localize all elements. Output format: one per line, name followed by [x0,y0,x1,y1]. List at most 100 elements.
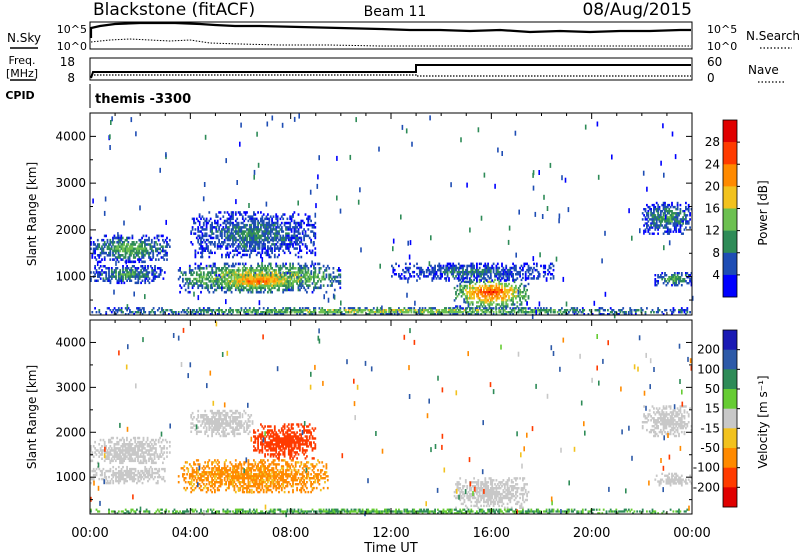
power-echo-cell [130,271,133,274]
power-echo-cell [272,215,275,218]
power-echo-cell [300,264,303,268]
power-echo-cell [153,241,156,244]
power-echo-cell [477,286,480,290]
power-echo-cell [421,270,424,274]
power-echo-cell [148,251,150,255]
power-echo-cell [254,245,257,248]
power-echo-cell [489,309,492,312]
power-echo-cell [190,311,193,314]
power-echo-cell [95,279,98,282]
power-echo-cell [156,254,159,257]
power-echo-cell [128,245,131,248]
power-speckle [355,117,357,123]
power-echo-cell [273,307,276,310]
power-echo-cell [254,236,257,240]
power-echo-cell [640,311,643,314]
power-echo-cell [519,266,521,270]
power-echo-cell [658,216,661,219]
power-echo-cell [513,280,516,284]
power-echo-cell [261,230,264,233]
power-echo-cell [244,253,247,257]
velocity-echo-cell [141,451,143,454]
power-echo-cell [257,211,259,214]
power-echo-cell [149,311,152,314]
power-echo-cell [529,266,531,270]
power-echo-cell [293,309,296,312]
power-echo-cell [304,232,307,235]
power-echo-cell [283,251,286,255]
power-echo-cell [132,247,135,251]
power-echo-cell [279,234,282,238]
power-echo-cell [287,228,290,231]
power-echo-cell [495,270,498,274]
power-echo-cell [659,218,662,221]
power-echo-cell [444,307,446,310]
power-echo-cell [665,205,668,209]
power-echo-cell [191,228,194,231]
power-echo-cell [293,280,296,283]
power-echo-cell [276,219,279,223]
power-echo-cell [218,228,220,231]
power-echo-cell [183,311,186,314]
power-echo-cell [130,243,132,246]
power-echo-cell [466,280,469,284]
power-speckle [327,297,330,303]
power-echo-cell [109,281,112,285]
power-echo-cell [261,280,264,283]
power-echo-cell [657,214,659,217]
power-echo-cell [290,217,293,221]
power-echo-cell [431,277,434,280]
power-echo-cell [326,313,329,316]
power-echo-cell [105,243,107,246]
power-speckle [123,220,125,226]
power-echo-cell [498,307,501,310]
power-echo-cell [498,303,501,306]
power-echo-cell [678,212,680,215]
power-echo-cell [237,245,240,248]
power-echo-cell [489,270,492,274]
power-echo-cell [683,278,686,281]
power-echo-cell [460,291,463,294]
power-echo-cell [588,309,591,312]
power-echo-cell [136,269,138,272]
power-colorbar-swatch [723,230,737,253]
power-echo-cell [318,277,321,281]
power-echo-cell [293,226,296,229]
velocity-echo-cell [113,449,116,452]
power-echo-cell [110,247,113,251]
power-echo-cell [126,269,128,272]
power-echo-cell [535,264,538,268]
power-echo-cell [261,313,264,316]
power-echo-cell [289,262,292,266]
velocity-echo-cell [126,447,128,450]
power-echo-cell [198,309,201,312]
power-echo-cell [229,219,232,223]
power-echo-cell [662,218,665,221]
power-echo-cell [250,271,253,274]
power-echo-cell [375,311,378,314]
power-echo-cell [480,262,482,266]
power-echo-cell [234,241,237,244]
power-echo-cell [155,241,157,244]
power-echo-cell [183,284,186,287]
power-echo-cell [682,232,684,235]
velocity-echo-cell [106,455,109,458]
power-echo-cell [399,275,402,278]
power-echo-cell [687,274,690,277]
power-echo-cell [513,288,516,292]
power-speckle [469,227,471,233]
power-echo-cell [289,215,292,218]
power-echo-cell [267,251,269,255]
power-echo-cell [653,220,655,223]
power-echo-cell [453,309,456,312]
power-echo-cell [202,311,205,314]
power-echo-cell [292,286,294,289]
power-echo-cell [126,245,128,248]
power-echo-cell [187,284,190,287]
power-echo-cell [659,276,662,279]
power-echo-cell [657,274,659,277]
power-speckle [405,128,408,134]
power-echo-cell [123,273,126,276]
power-echo-cell [254,313,257,316]
power-echo-cell [279,284,282,287]
